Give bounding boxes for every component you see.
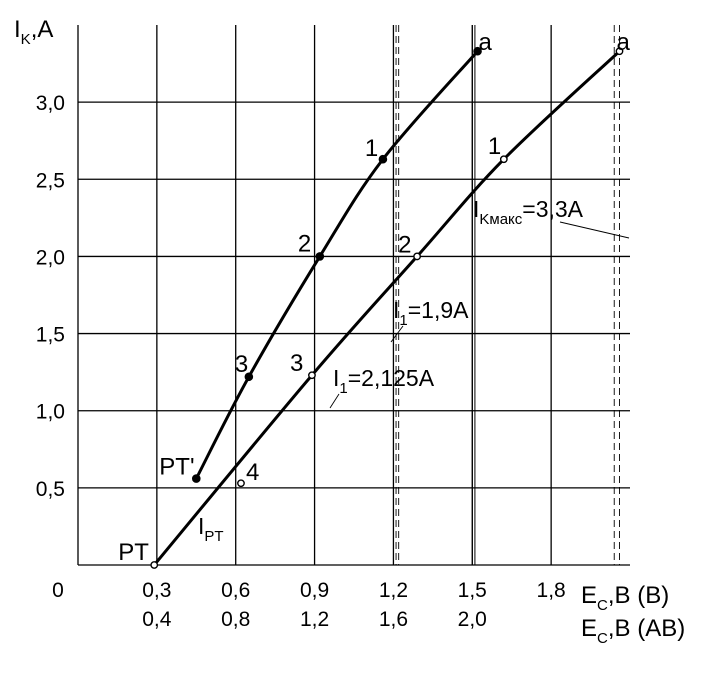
point-4-label: 4 [246, 459, 259, 486]
annotation-i1-1-9-main: I [393, 297, 399, 323]
annotation-ipt-sub: PT [204, 528, 223, 545]
y-axis-title-sub: K [21, 31, 31, 48]
series-1-point [244, 372, 254, 382]
x-axis-title-rest: ,B (B) [608, 582, 669, 609]
x-axis-title-secondary-rest: ,B (AB) [608, 615, 685, 642]
x-tick-label: 0,6 [221, 579, 250, 602]
annotation-i1-1-9: I1=1,9A [393, 297, 469, 329]
leader-i1-2-125 [329, 393, 340, 409]
annotation-i1-1-9-sub: 1 [399, 312, 407, 329]
series-2-point [615, 47, 624, 56]
leader-i1-1-9 [390, 325, 404, 343]
x-axis-title-sub: C [597, 597, 608, 614]
series-2-point-label: PT [118, 539, 149, 566]
annotation-ik-max-sub: Kмакс [479, 211, 522, 228]
series-1-line [194, 50, 479, 480]
series-2-point-label: 1 [488, 133, 501, 160]
annotation-ipt-main: I [198, 513, 204, 539]
annotation-i1-2-125: I1=2,125A [333, 365, 435, 397]
series-1-point [473, 46, 482, 56]
series-1-point [315, 252, 325, 261]
series-2-point [150, 561, 159, 569]
series-2-point [308, 371, 316, 380]
x-tick-label: 1,5 [458, 579, 487, 602]
y-tick-label: 1,5 [36, 324, 65, 347]
y-axis-title-rest: ,A [31, 16, 54, 43]
series-2-point [499, 155, 508, 164]
grid [77, 25, 630, 566]
series-1-point-label: 3 [235, 351, 248, 378]
series-2-point [413, 252, 421, 261]
series-1-point [191, 474, 201, 483]
x-tick-label-secondary: 2,0 [458, 608, 487, 631]
y-tick-label: 0,5 [36, 478, 65, 501]
text-labels: PT' 3 2 1 a PT 3 2 1 a 4 0,5 1,0 1,5 2,0 2,5 3,0 0,3 0,6 0,… [14, 16, 685, 647]
x-axis-title: EC,B (B) [581, 582, 669, 614]
series-2-point-label: a [616, 29, 630, 56]
series-2-point-label: 2 [398, 231, 411, 258]
x-axis-title-secondary-main: E [581, 615, 597, 642]
series-1-point-label: PT' [159, 454, 194, 481]
x-tick-label-secondary: 0,4 [142, 608, 172, 631]
y-axis-title-main: I [14, 16, 21, 43]
annotation-ik-max-main: I [473, 196, 479, 222]
x-tick-label-secondary: 1,6 [379, 608, 408, 631]
annotation-leaders [329, 221, 630, 409]
x-tick-label-secondary: 0,8 [221, 608, 250, 631]
x-tick-label-secondary: 1,2 [300, 608, 329, 631]
series-points [150, 46, 624, 569]
leader-ik-max [559, 221, 630, 239]
x-axis-title-secondary-sub: C [597, 630, 608, 647]
series-2-point-label: 3 [290, 350, 303, 377]
x-axis-title-main: E [581, 582, 597, 609]
x-axis-title-secondary: EC,B (AB) [581, 615, 685, 647]
annotation-i1-1-9-rest: =1,9A [408, 297, 469, 323]
annotation-i1-2-125-main: I [333, 365, 339, 391]
annotation-i1-2-125-rest: =2,125A [348, 365, 435, 391]
x-tick-label: 0,9 [300, 579, 329, 602]
reference-lines [395, 25, 620, 565]
annotation-i1-2-125-sub: 1 [339, 380, 347, 397]
annotation-ik-max-rest: =3,3A [522, 196, 583, 222]
y-tick-label: 2,5 [36, 169, 65, 192]
series-1-point-label: 2 [298, 230, 311, 257]
x-tick-label: 1,2 [379, 579, 408, 602]
y-tick-label: 3,0 [36, 92, 65, 115]
y-axis-title: IK,A [14, 16, 53, 48]
series-2-line [153, 50, 621, 566]
point-4-marker [237, 479, 245, 488]
y-tick-label: 2,0 [36, 246, 65, 269]
y-tick-label: 1,0 [36, 401, 65, 424]
annotation-ik-max: IKмакс=3,3A [473, 196, 584, 228]
x-tick-label: 0,3 [142, 579, 171, 602]
series-1-point-label: a [479, 29, 493, 56]
origin-label: 0 [52, 579, 64, 602]
series-1-point [378, 154, 388, 164]
x-tick-label: 1,8 [537, 579, 566, 602]
annotation-ipt: IPT [198, 513, 224, 545]
series-1-point-label: 1 [365, 135, 378, 162]
